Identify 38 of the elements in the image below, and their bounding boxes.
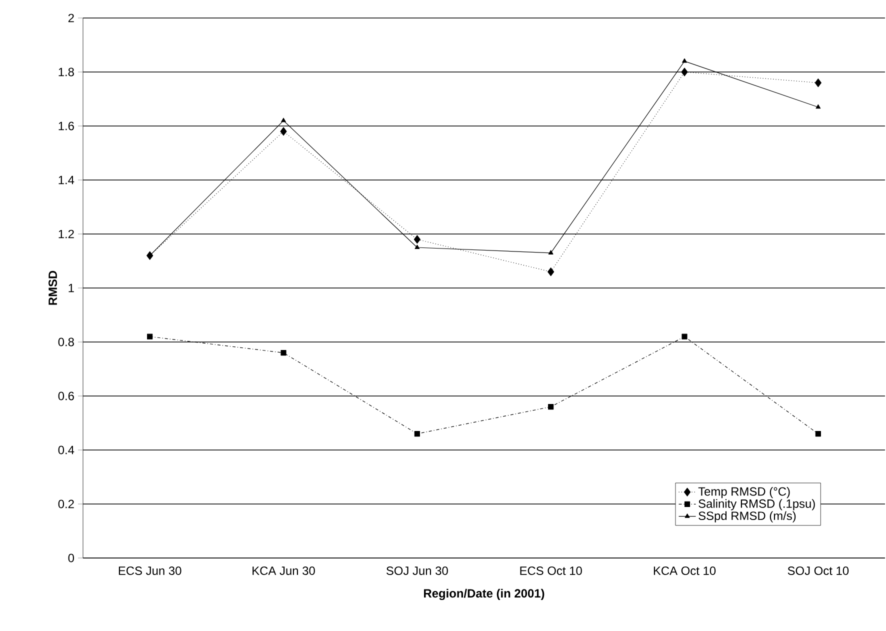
point	[682, 58, 687, 63]
y-tick-label: 1.4	[58, 176, 74, 184]
point	[814, 78, 822, 88]
point	[681, 68, 688, 76]
point	[281, 118, 286, 122]
y-tick-label: 1.8	[58, 68, 74, 76]
y-tick-label: 1.2	[58, 230, 74, 238]
point	[548, 250, 554, 254]
legend-label: SSpd RMSD (m/s)	[698, 511, 796, 522]
legend-label: Temp RMSD (°C)	[698, 486, 790, 498]
x-axis-title: Region/Date (in 2001)	[424, 588, 544, 600]
point	[414, 235, 420, 244]
point	[816, 104, 821, 109]
y-tick-label: 0.4	[58, 446, 74, 454]
point	[548, 268, 554, 276]
point	[147, 334, 153, 340]
x-tick-label: ECS Oct 10	[520, 566, 582, 575]
point	[280, 127, 287, 136]
legend-label: Salinity RMSD (.1psu)	[698, 499, 815, 510]
point	[280, 350, 286, 356]
y-tick-label: 0.8	[58, 338, 74, 346]
point	[414, 431, 420, 437]
point	[548, 404, 554, 410]
y-tick-label: 0.6	[58, 392, 74, 400]
x-tick-label: KCA Jun 30	[252, 566, 315, 575]
point	[815, 431, 821, 437]
y-tick-label: 0	[68, 554, 74, 562]
y-tick-label: 1.6	[58, 122, 74, 130]
y-axis-title: RMSD	[48, 270, 58, 305]
x-tick-label: SOJ Jun 30	[386, 566, 448, 575]
x-tick-label: KCA Oct 10	[654, 566, 716, 575]
x-tick-label: SOJ Oct 10	[788, 566, 849, 575]
y-tick-label: 1	[68, 284, 74, 292]
point	[682, 334, 688, 340]
y-tick-label: 2	[68, 14, 74, 22]
point	[414, 244, 420, 250]
x-tick-label: ECS Jun 30	[118, 566, 182, 575]
y-tick-label: 0.2	[58, 500, 74, 508]
